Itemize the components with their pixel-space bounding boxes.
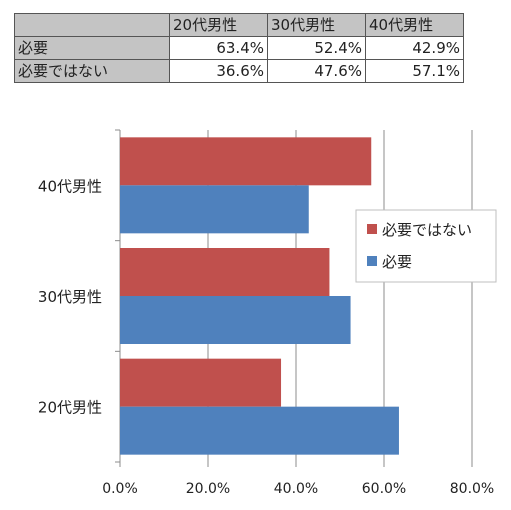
table-row-label: 必要	[14, 36, 170, 60]
x-tick-label: 80.0%	[450, 481, 494, 497]
table-corner-cell	[14, 13, 170, 37]
bar-必要	[120, 185, 309, 234]
category-label: 40代男性	[38, 177, 102, 195]
table-cell: 36.6%	[169, 59, 268, 83]
table-header-cell: 20代男性	[169, 13, 268, 37]
x-tick-label: 40.0%	[274, 481, 318, 497]
table-cell: 57.1%	[365, 59, 464, 83]
legend-box	[355, 209, 497, 283]
table-header-cell: 30代男性	[267, 13, 366, 37]
table-cell: 42.9%	[365, 36, 464, 60]
bar-必要	[120, 296, 351, 344]
table-row: 必要ではない 36.6% 47.6% 57.1%	[14, 59, 464, 83]
table-header-cell: 40代男性	[365, 13, 464, 37]
data-table: 20代男性 30代男性 40代男性 必要 63.4% 52.4% 42.9% 必…	[14, 13, 464, 83]
x-tick-label: 60.0%	[362, 481, 406, 497]
legend-swatch	[367, 256, 377, 266]
table-header-row: 20代男性 30代男性 40代男性	[14, 13, 464, 37]
bar-必要	[120, 406, 399, 455]
bar-必要ではない	[120, 248, 330, 296]
x-tick-label: 0.0%	[102, 481, 138, 497]
legend-label: 必要ではない	[382, 221, 472, 239]
x-tick-label: 20.0%	[186, 481, 230, 497]
table-row-label: 必要ではない	[14, 59, 170, 83]
legend-swatch	[367, 224, 377, 234]
category-label: 30代男性	[38, 288, 102, 306]
legend-label: 必要	[382, 253, 412, 271]
table-cell: 47.6%	[267, 59, 366, 83]
category-label: 20代男性	[38, 399, 102, 417]
bar-必要ではない	[120, 137, 372, 186]
bar-必要ではない	[120, 358, 282, 407]
